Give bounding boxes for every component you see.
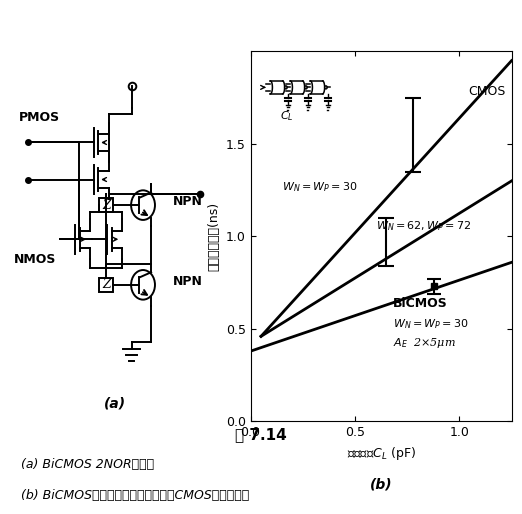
Text: $W_N=62,W_P=72$: $W_N=62,W_P=72$ — [376, 219, 471, 233]
Text: (a) BiCMOS 2NOR门电路: (a) BiCMOS 2NOR门电路 — [21, 458, 154, 471]
Text: (b): (b) — [370, 477, 393, 491]
Text: $C_L$: $C_L$ — [280, 109, 293, 123]
Text: $A_E$  2×5μm: $A_E$ 2×5μm — [393, 336, 456, 350]
Text: $W_N=W_P=30$: $W_N=W_P=30$ — [393, 317, 468, 331]
Text: CMOS: CMOS — [468, 85, 505, 98]
Y-axis label: 栅门延迟时间(ns): 栅门延迟时间(ns) — [207, 202, 220, 271]
Text: Z: Z — [102, 279, 111, 291]
Text: PMOS: PMOS — [19, 111, 60, 124]
Text: NMOS: NMOS — [14, 253, 56, 266]
Bar — [99, 278, 113, 292]
Text: Z: Z — [102, 198, 111, 212]
Text: NPN: NPN — [173, 275, 203, 288]
Text: BiCMOS: BiCMOS — [393, 297, 447, 310]
X-axis label: 负载电容$C_L$ (pF): 负载电容$C_L$ (pF) — [347, 445, 416, 462]
Bar — [99, 198, 113, 212]
Text: (a): (a) — [104, 396, 126, 410]
Text: (b) BiCMOS门的延迟负载特性，并与CMOS门进行比较: (b) BiCMOS门的延迟负载特性，并与CMOS门进行比较 — [21, 489, 249, 502]
Text: $W_N=W_P=30$: $W_N=W_P=30$ — [282, 180, 358, 194]
Text: NPN: NPN — [173, 195, 203, 208]
Text: 图 7.14: 图 7.14 — [235, 428, 287, 443]
